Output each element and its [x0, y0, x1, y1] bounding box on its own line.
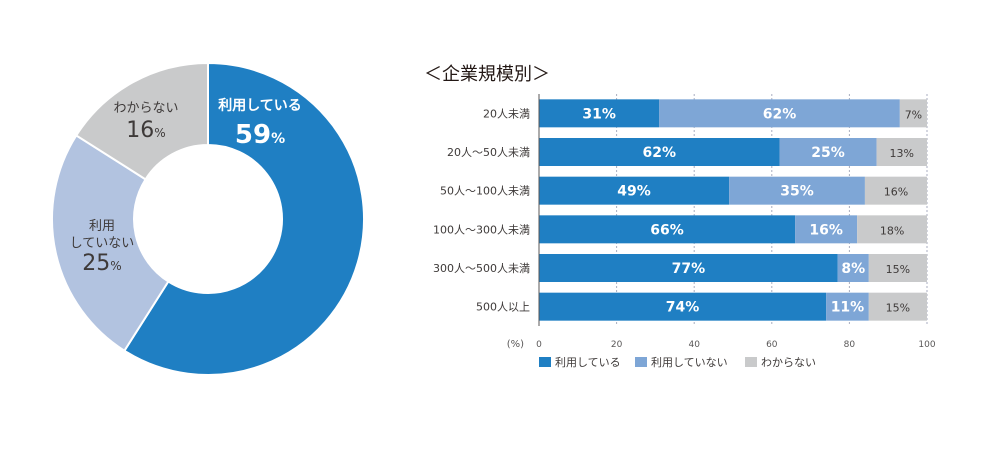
x-tick-label: 80: [844, 340, 856, 350]
data-label: 66%: [650, 222, 684, 238]
bar-segment: [779, 138, 877, 166]
bar-segment: [729, 176, 865, 205]
bar-segment: [868, 254, 927, 282]
bar-segment: [876, 138, 927, 166]
bar-segment: [837, 254, 869, 282]
bar-chart-title: ＜企業規模別＞: [424, 64, 550, 85]
bar-segment: [539, 99, 660, 128]
data-label: 77%: [672, 261, 706, 277]
legend-label: 利用していない: [651, 356, 728, 369]
donut-slice-3: [74, 61, 209, 181]
bar-segment: [826, 292, 869, 321]
donut-value-2: 25%: [82, 251, 121, 276]
x-tick-label: 0: [536, 340, 542, 350]
legend-swatch: [539, 357, 551, 367]
bar-segment: [539, 292, 827, 321]
data-label: 49%: [617, 184, 651, 200]
data-label: 15%: [886, 302, 910, 315]
legend-swatch: [635, 357, 647, 367]
x-tick-label: 40: [688, 340, 700, 350]
bar-segment: [868, 292, 927, 321]
data-label: 11%: [831, 300, 865, 316]
x-tick-label: 100: [918, 340, 935, 350]
category-label: 20人～50人未満: [447, 146, 530, 159]
donut-label-1: 利用している: [218, 97, 302, 114]
data-label: 15%: [886, 263, 910, 276]
legend-label: 利用している: [555, 356, 621, 369]
donut-label-2: 利用: [89, 219, 115, 234]
legend-label: わからない: [761, 356, 816, 369]
donut-label-3: わからない: [113, 101, 178, 116]
bar-segment: [539, 215, 796, 244]
x-tick-label: 20: [611, 340, 623, 350]
data-label: 16%: [809, 222, 843, 238]
category-label: 50人～100人未満: [440, 185, 530, 198]
data-label: 18%: [880, 224, 904, 237]
category-label: 100人～300人未満: [433, 223, 530, 236]
donut-label-2: していない: [70, 236, 135, 251]
data-label: 8%: [841, 261, 865, 277]
category-label: 20人未満: [483, 107, 530, 120]
data-label: 16%: [884, 186, 908, 199]
bar-segment: [539, 138, 780, 166]
data-label: 7%: [905, 108, 922, 121]
donut-value-3: 16%: [126, 118, 165, 143]
legend-swatch: [745, 357, 757, 367]
bar-segment: [795, 215, 858, 244]
data-label: 25%: [811, 145, 845, 161]
data-label: 62%: [643, 145, 677, 161]
data-label: 31%: [582, 106, 616, 122]
category-label: 500人以上: [476, 301, 530, 314]
data-label: 62%: [763, 106, 797, 122]
donut-slice-1: [123, 61, 365, 376]
bar-segment: [899, 99, 927, 128]
donut-slice-2: [51, 134, 170, 353]
data-label: 13%: [890, 147, 914, 160]
bar-segment: [539, 254, 838, 282]
bar-segment: [857, 215, 927, 244]
donut-value-1: 59%: [235, 120, 285, 150]
bar-segment: [659, 99, 900, 128]
legend: 利用している 利用していない わからない: [539, 356, 816, 369]
x-tick-label: 60: [766, 340, 778, 350]
bar-segment: [864, 176, 927, 205]
data-label: 35%: [780, 184, 814, 200]
stacked-bar-chart: 0 20 40 60 80 100 (%) 20人未満 31% 62% 7% 20人～50人未満 62%…: [433, 94, 936, 350]
data-label: 74%: [666, 300, 700, 316]
category-label: 300人～500人未満: [433, 262, 530, 275]
axis-unit-label: (%): [507, 339, 524, 350]
bar-segment: [539, 176, 730, 205]
